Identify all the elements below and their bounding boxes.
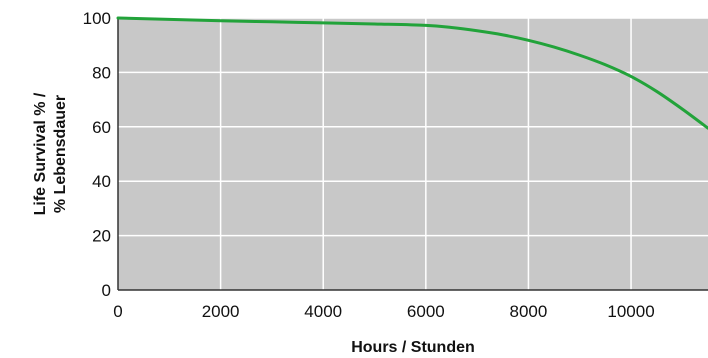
series-layer [116,16,708,130]
y-tick-label: 40 [92,172,111,191]
axis-layer [117,18,708,291]
y-tick-label: 80 [92,63,111,82]
y-tick-label: 60 [92,118,111,137]
y-axis-title: Life Survival % / % Lebensdauer [32,92,69,215]
x-tick-label: 0 [113,302,122,321]
x-tick-label: 4000 [304,302,342,321]
y-axis-title-line-2: % Lebensdauer [52,95,69,213]
survival-curve [116,16,708,130]
plot-background [118,18,708,290]
y-tick-label: 0 [102,281,111,300]
y-axis-title-line-1: Life Survival % / [32,92,49,215]
x-tick-label: 2000 [202,302,240,321]
x-tick-label: 10000 [607,302,654,321]
x-axis-title: Hours / Stunden [351,339,475,356]
x-tick-label: 8000 [510,302,548,321]
y-tick-label: 20 [92,227,111,246]
grid-layer [118,17,708,290]
y-tick-label: 100 [83,9,111,28]
tick-layer: 0 2000 4000 6000 8000 10000 0 20 40 60 80 100 [83,9,655,321]
x-tick-label: 6000 [407,302,445,321]
